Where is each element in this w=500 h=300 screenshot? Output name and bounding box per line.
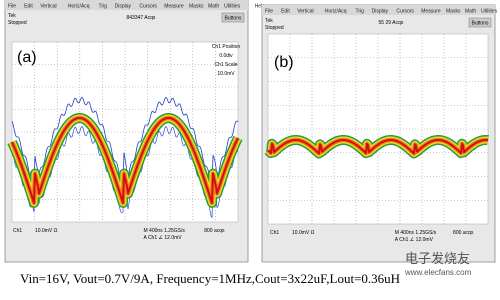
- side-readout: 0.0div: [219, 53, 233, 59]
- menu-item: Horiz/Acq: [68, 4, 90, 10]
- channel-scale: 10.0mV Ω: [292, 230, 315, 236]
- side-readout: Ch1 Scale: [214, 62, 237, 68]
- menu-item: Vertical: [297, 9, 313, 15]
- panel-label: (b): [274, 54, 294, 71]
- menu-item: Display: [115, 4, 132, 10]
- menu-item: Edit: [281, 9, 290, 15]
- side-readout: Ch1 Position: [212, 44, 241, 50]
- channel: Ch1: [270, 230, 279, 236]
- buttons-box[interactable]: [221, 12, 245, 23]
- menu-item: Cursors: [139, 4, 157, 10]
- state: Stopped: [8, 20, 27, 26]
- acq-count: 800 acqs: [204, 228, 225, 234]
- status: Tek: [265, 18, 273, 24]
- menu-item: Utilities: [224, 4, 241, 10]
- trigger: A Ch1 ∠ 12.0mV: [395, 237, 434, 243]
- timebase: M 400ns 1.25GS/s: [144, 228, 186, 234]
- timebase: M 400ns 1.25GS/s: [395, 230, 437, 236]
- trigger: A Ch1 ∠ 12.0mV: [144, 235, 183, 241]
- buttons[interactable]: Buttons: [225, 16, 242, 22]
- menu-item: Masks: [446, 9, 461, 15]
- channel: Ch1: [13, 228, 22, 234]
- status: Tek: [8, 13, 16, 19]
- scope-panel-b: File Edit Vertical Horiz/Acq Trig Display Curs…: [261, 4, 498, 263]
- caption: Vin=16V, Vout=0.7V/9A, Frequency=1MHz,Co…: [20, 271, 400, 286]
- menu-item: Measure: [164, 4, 184, 10]
- menu-item: Horiz/Acq: [325, 9, 347, 15]
- menu-item: Masks: [189, 4, 204, 10]
- menu-item: Math: [465, 9, 476, 15]
- menu-item: Display: [372, 9, 389, 15]
- menu-item: Cursors: [396, 9, 414, 15]
- channel-scale: 10.0mV Ω: [35, 228, 58, 234]
- menu-item: Trig: [356, 9, 365, 15]
- panel-label: (a): [17, 49, 37, 66]
- side-readout: 10.0mV: [217, 71, 235, 77]
- menu-item: Edit: [24, 4, 33, 10]
- waveform-persistence: [11, 117, 239, 204]
- acq-count: 800 acqs: [453, 230, 474, 236]
- menu-item: Vertical: [40, 4, 56, 10]
- waveform-trace: [11, 96, 239, 188]
- menu-item: File: [8, 4, 16, 10]
- buttons[interactable]: Buttons: [472, 21, 489, 27]
- state: Stopped: [265, 25, 284, 31]
- acqs: 843347 Acqs: [127, 15, 156, 21]
- watermark-brand: 电子发烧友: [405, 251, 470, 266]
- menu-bar: [262, 5, 495, 15]
- waveform-persistence: [267, 139, 489, 155]
- acqs: 55 29 Acqs: [379, 20, 404, 26]
- menu-item: Utilities: [481, 9, 498, 15]
- menu-item: Measure: [421, 9, 441, 15]
- menu-item: Trig: [99, 4, 108, 10]
- menu-item: Help: [255, 4, 266, 10]
- watermark-url: www.elecfans.com: [404, 268, 472, 277]
- menu-item: Math: [208, 4, 219, 10]
- menu-item: File: [265, 9, 273, 15]
- scope-panel-a: File Edit Vertical Horiz/Acq Trig Display Curs…: [4, 0, 266, 263]
- menu-bar: [5, 0, 248, 10]
- buttons-box[interactable]: [468, 17, 492, 28]
